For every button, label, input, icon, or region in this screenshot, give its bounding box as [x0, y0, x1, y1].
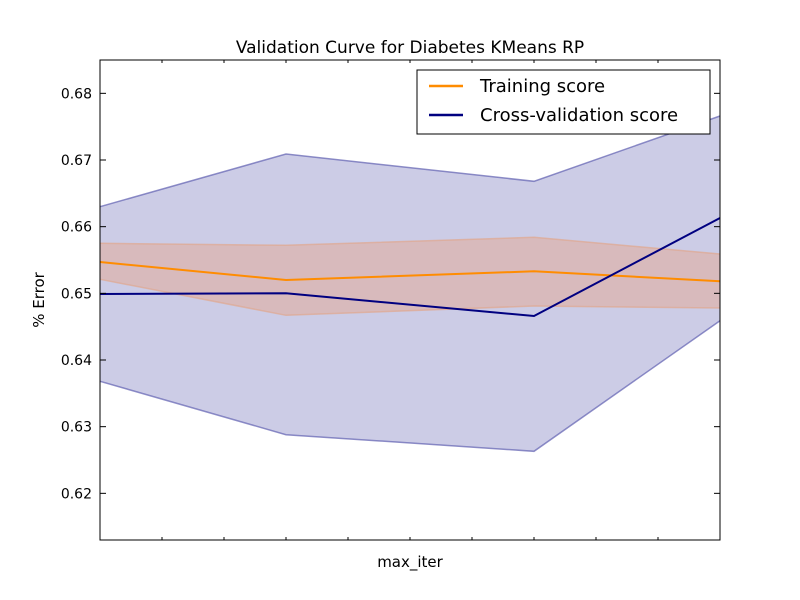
band-lower-edge-training — [99, 278, 721, 317]
legend-label-cross-validation: Cross-validation score — [480, 105, 678, 126]
y-tick-label: 0.63 — [61, 420, 92, 436]
y-tick-label: 0.68 — [61, 86, 92, 102]
y-axis-label: % Error — [30, 271, 48, 327]
y-axis: 0.62 0.63 0.64 0.65 0.66 0.67 0.68 — [61, 86, 720, 502]
series-lines — [99, 217, 721, 318]
series-line-training — [99, 261, 721, 283]
series-line-cross-validation — [99, 217, 721, 318]
y-tick-label: 0.65 — [61, 286, 92, 302]
y-tick-label: 0.66 — [61, 220, 92, 236]
y-tick-label: 0.64 — [61, 353, 92, 369]
x-axis-label: max_iter — [377, 553, 443, 572]
band-upper-edge-cross-validation — [99, 115, 721, 208]
legend: Training score Cross-validation score — [416, 69, 711, 135]
chart-title: Validation Curve for Diabetes KMeans RP — [236, 38, 584, 58]
x-axis — [161, 60, 659, 540]
band-cross-validation — [100, 116, 720, 452]
band-lower-edge-cross-validation — [99, 320, 721, 453]
band-upper-edge-training — [99, 236, 721, 255]
legend-box — [416, 69, 711, 135]
legend-label-training: Training score — [479, 76, 605, 97]
y-tick-label: 0.67 — [61, 153, 92, 169]
y-tick-label: 0.62 — [61, 486, 92, 502]
